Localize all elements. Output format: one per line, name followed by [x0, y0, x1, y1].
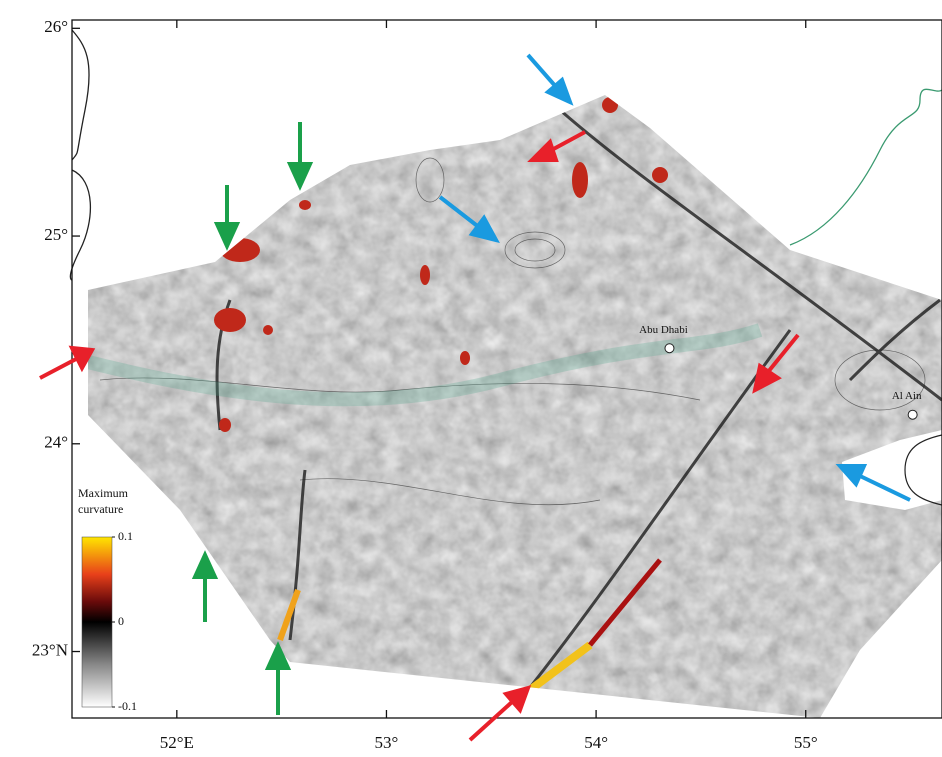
colorbar-tick-label: 0.1 [118, 529, 133, 543]
lat-tick-label: 26° [44, 17, 68, 36]
coastline [789, 88, 942, 246]
lon-tick-label: 52°E [160, 733, 194, 752]
lat-tick-label: 23°N [32, 640, 68, 659]
place-marker [664, 343, 675, 354]
lon-tick-label: 53° [375, 733, 399, 752]
lat-tick-label: 24° [44, 433, 68, 452]
lon-tick-label: 54° [584, 733, 608, 752]
colorbar [81, 536, 113, 708]
colorbar-tick-label: 0 [118, 614, 124, 628]
colorbar-title: Maximum [78, 486, 129, 500]
coastline [69, 29, 91, 281]
place-label: Al Ain [892, 390, 922, 402]
arrows [39, 53, 911, 742]
place-marker [907, 409, 918, 420]
lat-tick-label: 25° [44, 225, 68, 244]
place-label: Abu Dhabi [639, 324, 688, 336]
lon-tick-label: 55° [794, 733, 818, 752]
colorbar-tick-label: -0.1 [118, 699, 137, 713]
colorbar-title: curvature [78, 502, 123, 516]
boundary [904, 434, 942, 506]
map-frame [71, 19, 942, 719]
